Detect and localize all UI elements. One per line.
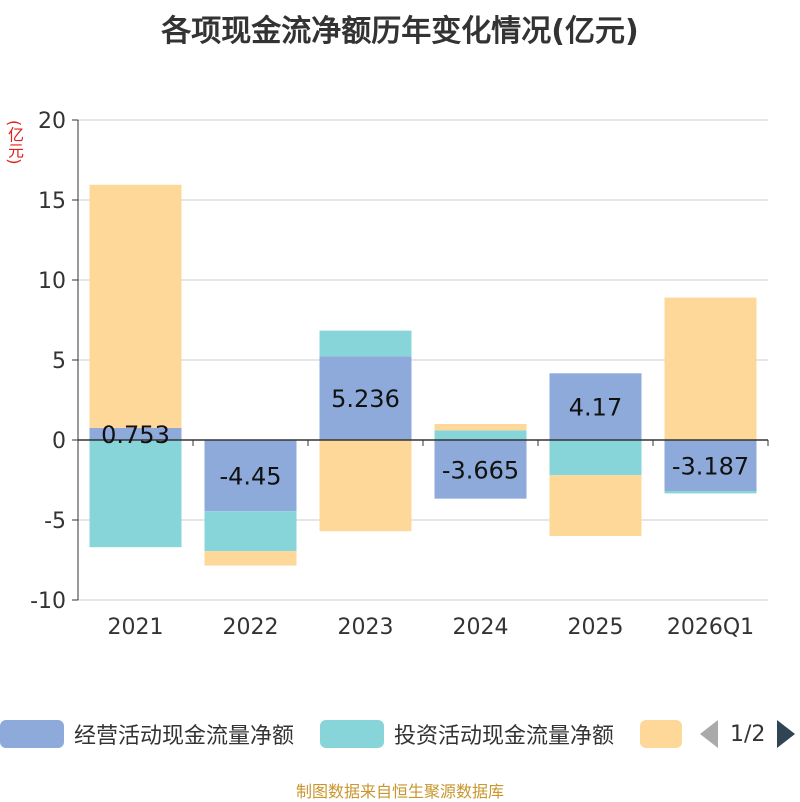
- bar-segment-1: [549, 373, 642, 440]
- bar-segment-1: [89, 427, 182, 440]
- stacked-bar-chart: 20 15 10 5 0 -5 -10 2021 2022 2023 2024 2025 2026Q1 0…: [30, 109, 769, 640]
- x-category-label: 2023: [338, 615, 394, 640]
- data-label: -3.665: [442, 456, 519, 484]
- legend-pager: 1/2: [700, 712, 796, 756]
- bar-segment-3: [319, 440, 412, 532]
- data-label: -4.45: [219, 463, 281, 491]
- bar-segment-1: [664, 440, 757, 491]
- legend-swatch-financing: [640, 720, 682, 748]
- legend-item-operating[interactable]: 经营活动现金流量净额: [0, 712, 294, 756]
- x-category-label: 2021: [108, 615, 164, 640]
- y-tick-label: 5: [52, 349, 66, 374]
- legend-label-operating: 经营活动现金流量净额: [74, 724, 295, 749]
- legend: 经营活动现金流量净额 投资活动现金流量净额 1/2: [0, 712, 800, 756]
- data-label: 5.236: [331, 385, 400, 413]
- bar-segment-3: [204, 551, 297, 566]
- y-tick-label: 0: [52, 429, 66, 454]
- legend-page-indicator: 1/2: [730, 721, 766, 747]
- legend-prev-page-icon[interactable]: [700, 720, 718, 748]
- y-tick-label: 15: [38, 189, 66, 214]
- y-axis-unit: (亿元): [5, 120, 24, 165]
- bar-segment-2: [319, 330, 412, 357]
- bar-segment-2: [204, 511, 297, 552]
- bar-segment-1: [434, 440, 527, 499]
- bar-segment-2: [89, 440, 182, 548]
- bar-segment-3: [434, 424, 527, 431]
- x-category-label: 2022: [223, 615, 279, 640]
- y-tick-label: -5: [44, 509, 66, 534]
- legend-swatch-investing: [320, 720, 384, 748]
- legend-item-financing[interactable]: [640, 712, 692, 756]
- x-category-label: 2024: [453, 615, 509, 640]
- chart-title: 各项现金流净额历年变化情况(亿元): [161, 14, 639, 49]
- bar-segment-1: [204, 440, 297, 512]
- bar-segment-2: [549, 440, 642, 476]
- bar-segment-2: [434, 430, 527, 440]
- data-label: -3.187: [672, 452, 749, 480]
- y-tick-label: 10: [38, 269, 66, 294]
- x-category-label: 2025: [568, 615, 624, 640]
- legend-item-investing[interactable]: 投资活动现金流量净额: [320, 712, 614, 756]
- y-tick-label: -10: [30, 589, 66, 614]
- data-label: 0.753: [101, 421, 170, 449]
- bar-segment-1: [319, 356, 412, 440]
- legend-swatch-operating: [0, 720, 64, 748]
- bar-segment-3: [89, 184, 182, 428]
- bar-segment-3: [664, 297, 757, 440]
- data-source-note: 制图数据来自恒生聚源数据库: [295, 782, 504, 801]
- bar-segment-3: [549, 475, 642, 536]
- data-label: 4.17: [569, 394, 622, 422]
- bar-segment-2: [664, 490, 757, 494]
- legend-next-page-icon[interactable]: [777, 720, 796, 748]
- x-category-label: 2026Q1: [667, 615, 754, 640]
- legend-label-investing: 投资活动现金流量净额: [394, 724, 615, 749]
- y-tick-label: 20: [38, 109, 66, 134]
